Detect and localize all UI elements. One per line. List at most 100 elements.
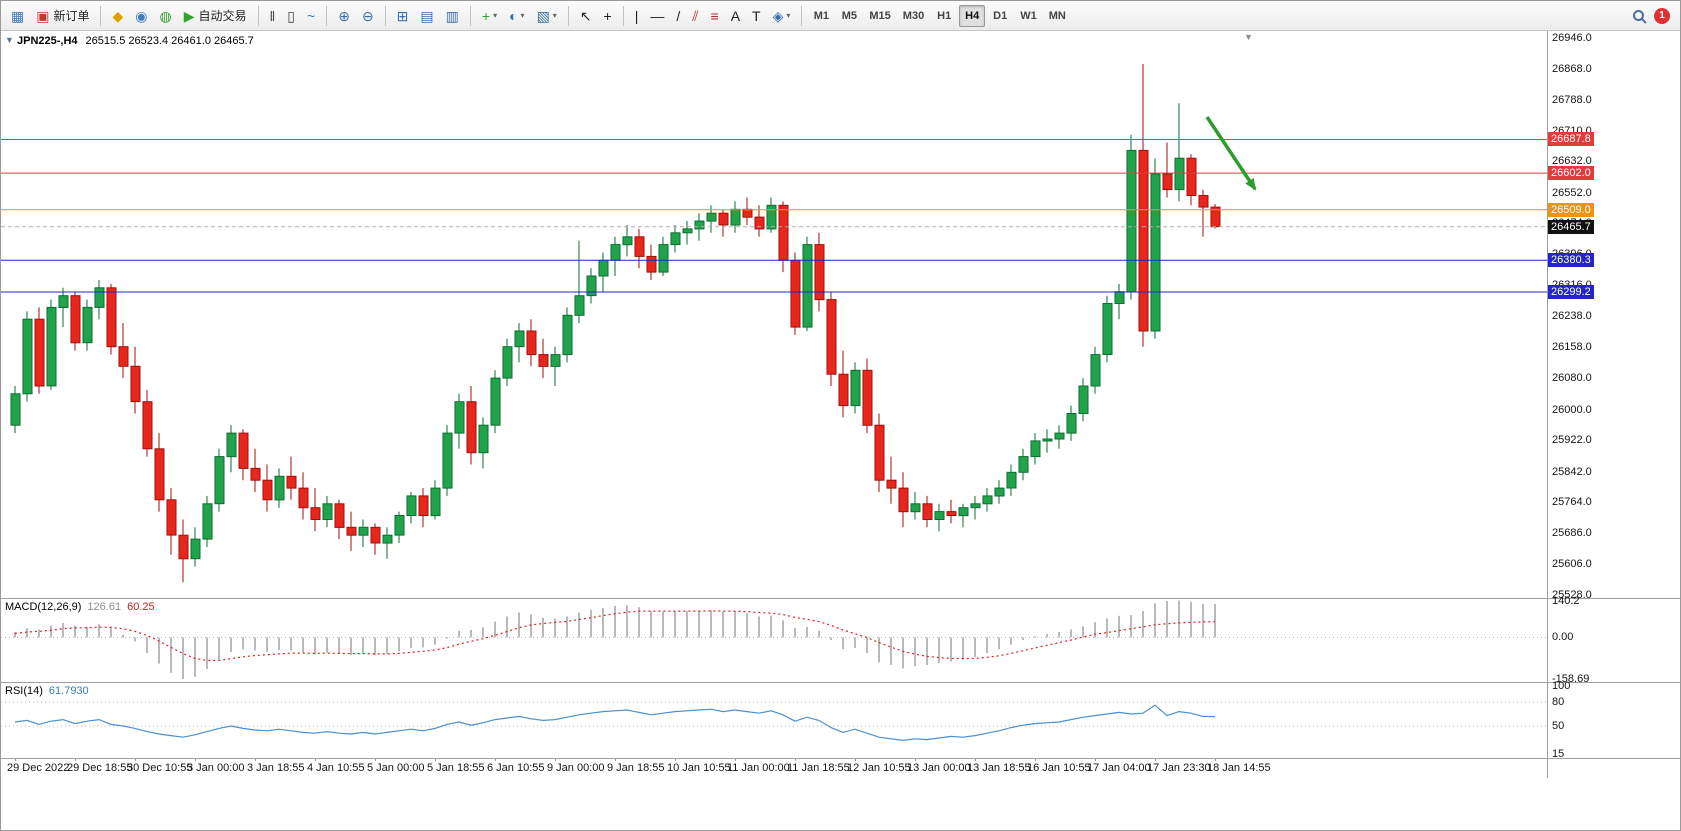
rsi-axis-label: 80 — [1552, 696, 1565, 708]
time-axis-label: 6 Jan 10:55 — [487, 762, 545, 774]
arrange-windows-icon[interactable]: ▤ — [415, 4, 438, 28]
one-click-trading-toggle[interactable]: ▼ — [5, 35, 14, 45]
price-axis-label: 26000.0 — [1552, 403, 1592, 416]
user-profile-icon: ◉ — [135, 7, 148, 24]
time-axis-label: 13 Jan 18:55 — [967, 762, 1031, 774]
chevron-down-icon: ▾ — [493, 11, 498, 20]
trendline-icon: / — [676, 7, 681, 24]
zoom-in-icon: ⊕ — [338, 7, 350, 24]
horizontal-line-icon[interactable]: — — [645, 4, 669, 28]
macd-pane-label: MACD(12,26,9) 126.61 60.25 — [5, 601, 155, 613]
time-axis-tick — [435, 758, 436, 761]
price-axis-label: 26946.0 — [1552, 32, 1592, 45]
line-chart-mode-icon: ~ — [307, 7, 316, 24]
trendline-icon[interactable]: / — [671, 4, 685, 28]
chevron-down-icon: ▾ — [520, 11, 525, 20]
zoom-out-icon[interactable]: ⊖ — [357, 4, 379, 28]
cursor-icon: ↖ — [579, 7, 592, 24]
candlestick-mode-icon: ▯ — [287, 7, 296, 24]
new-chart-button[interactable]: ▦ — [6, 4, 29, 28]
timeframe-button-w1[interactable]: W1 — [1020, 9, 1037, 22]
new-order-button[interactable]: ▣ 新订单 — [31, 4, 94, 28]
rsi-axis-label: 100 — [1552, 680, 1571, 692]
timeframe-button-mn[interactable]: MN — [1048, 9, 1066, 22]
time-axis-tick — [555, 758, 556, 761]
mql5-community-icon[interactable]: ◆ — [107, 4, 128, 28]
timeframe-button-h1[interactable]: H1 — [937, 9, 952, 22]
user-profile-icon[interactable]: ◉ — [130, 4, 152, 28]
macd-title: MACD(12,26,9) — [5, 601, 82, 613]
pane-separator-macd-rsi[interactable] — [1, 682, 1680, 683]
equidistant-channel-icon[interactable]: ⫽ — [687, 4, 703, 28]
price-axis-label: 26868.0 — [1552, 62, 1592, 75]
price-axis-label: 26238.0 — [1552, 310, 1592, 323]
chevron-down-icon: ▾ — [552, 11, 557, 20]
macd-axis-label: -158.69 — [1552, 673, 1590, 686]
new-order-icon: ▣ — [36, 7, 50, 24]
timeframe-button-m30[interactable]: M30 — [902, 9, 925, 22]
price-axis-label: 26788.0 — [1552, 94, 1592, 107]
time-axis-tick — [735, 758, 736, 761]
chevron-down-icon: ▾ — [786, 11, 791, 20]
bar-chart-mode-icon[interactable]: ‖ — [265, 4, 281, 28]
cursor-icon[interactable]: ↖ — [575, 4, 597, 28]
time-axis-tick — [1095, 758, 1096, 761]
timeframe-button-h4[interactable]: H4 — [959, 4, 986, 27]
macd-signal-value: 60.25 — [127, 601, 155, 613]
time-axis-tick — [675, 758, 676, 761]
zoom-in-icon[interactable]: ⊕ — [333, 4, 355, 28]
time-axis-tick — [1155, 758, 1156, 761]
timeframe-button-m15[interactable]: M15 — [869, 9, 891, 22]
shapes-dropdown[interactable]: ◈ ▾ — [768, 4, 796, 28]
chart-shift-marker[interactable]: ▼ — [1244, 32, 1253, 42]
pane-separator-main-macd[interactable] — [1, 598, 1680, 599]
shapes-icon: ◈ — [772, 7, 784, 24]
price-axis-label: 25606.0 — [1552, 558, 1592, 571]
profiles-dropdown[interactable]: ◐ ▾ — [504, 4, 529, 28]
text-label-icon[interactable]: T — [747, 4, 766, 28]
time-axis-label: 16 Jan 10:55 — [1027, 762, 1091, 774]
toolbar-separator — [384, 5, 386, 26]
cascade-windows-icon[interactable]: ▥ — [441, 4, 464, 28]
auto-trading-button-label: 自动交易 — [198, 9, 247, 23]
text-label-icon: T — [752, 7, 761, 24]
new-chart-dropdown[interactable]: + ▾ — [477, 4, 502, 28]
time-axis-label: 9 Jan 18:55 — [607, 762, 665, 774]
vertical-line-icon[interactable]: | — [630, 4, 644, 28]
signals-icon[interactable]: ◍ — [154, 4, 176, 28]
arrow-annotation[interactable] — [1205, 116, 1257, 191]
toolbar-separator — [567, 5, 569, 26]
auto-trading-icon: ▶ — [183, 7, 195, 24]
fibonacci-icon: ≡ — [710, 7, 719, 24]
time-axis-tick — [135, 758, 136, 761]
signals-icon: ◍ — [159, 7, 172, 24]
time-axis-tick — [375, 758, 376, 761]
time-axis-label: 30 Dec 10:55 — [127, 762, 193, 774]
search-icon[interactable] — [1633, 10, 1644, 21]
time-axis-tick — [15, 758, 16, 761]
time-axis-tick — [795, 758, 796, 761]
price-level-badge: 26602.0 — [1548, 166, 1594, 180]
text-icon[interactable]: A — [726, 4, 745, 28]
line-chart-mode-icon[interactable]: ~ — [302, 4, 320, 28]
horizontal-line-icon: — — [650, 7, 665, 24]
notification-badge[interactable]: 1 — [1654, 7, 1670, 24]
rsi-line — [14, 704, 1216, 742]
macd-indicator-canvas — [1, 600, 1547, 679]
templates-dropdown[interactable]: ▧ ▾ — [532, 4, 562, 28]
time-axis-label: 11 Jan 18:55 — [787, 762, 850, 774]
vertical-line-icon: | — [634, 7, 639, 24]
crosshair-icon[interactable]: + — [599, 4, 617, 28]
timeframe-button-d1[interactable]: D1 — [993, 9, 1008, 22]
candlestick-mode-icon[interactable]: ▯ — [282, 4, 300, 28]
time-axis-label: 18 Jan 14:55 — [1207, 762, 1271, 774]
templates-icon: ▧ — [536, 7, 550, 24]
tile-windows-icon[interactable]: ⊞ — [392, 4, 414, 28]
price-chart-canvas — [1, 64, 1547, 583]
timeframe-button-m5[interactable]: M5 — [841, 9, 858, 22]
macd-signal-line — [14, 610, 1216, 662]
auto-trading-button[interactable]: ▶ 自动交易 — [179, 4, 252, 28]
price-axis-label: 25842.0 — [1552, 465, 1592, 478]
timeframe-button-m1[interactable]: M1 — [813, 9, 830, 22]
fibonacci-icon[interactable]: ≡ — [706, 4, 724, 28]
